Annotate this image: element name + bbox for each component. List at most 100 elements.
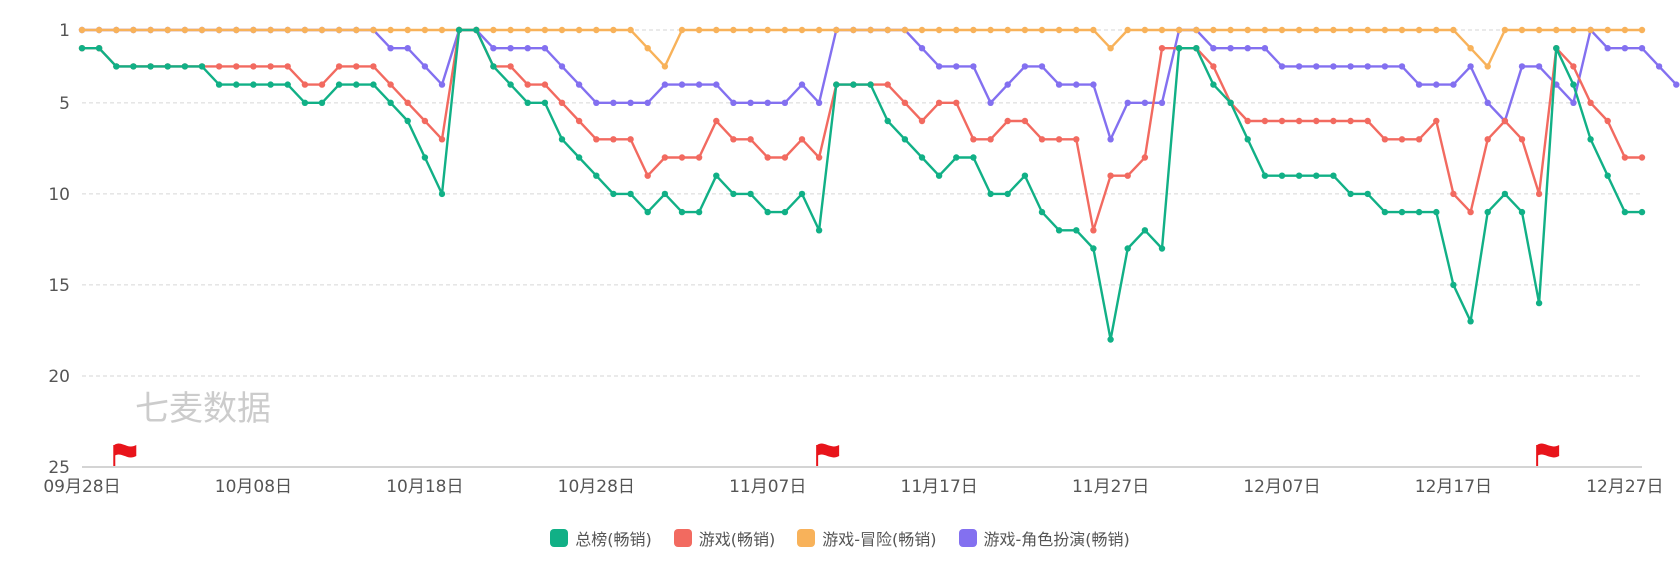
series-2 xyxy=(78,26,1646,70)
data-point xyxy=(335,81,343,88)
data-point xyxy=(593,172,600,179)
data-point xyxy=(815,99,823,107)
data-point xyxy=(918,154,926,161)
data-point xyxy=(1244,117,1251,125)
data-point xyxy=(1055,227,1063,234)
data-point xyxy=(1090,227,1097,234)
data-point xyxy=(987,26,994,34)
y-tick-label: 5 xyxy=(59,94,70,114)
data-point xyxy=(1398,208,1406,216)
data-point xyxy=(1073,136,1080,143)
legend-swatch xyxy=(673,529,692,547)
data-point xyxy=(1124,172,1131,179)
data-point xyxy=(1261,172,1269,179)
data-point xyxy=(1587,26,1594,34)
y-tick-label: 1 xyxy=(59,21,70,41)
data-point xyxy=(730,136,737,143)
legend-item[interactable]: 游戏(畅销) xyxy=(673,526,776,550)
data-point xyxy=(1038,208,1046,216)
legend-item[interactable]: 游戏-角色扮演(畅销) xyxy=(958,526,1130,550)
data-point xyxy=(747,136,754,143)
data-point xyxy=(147,63,154,70)
data-point xyxy=(953,154,960,161)
legend-label: 游戏(畅销) xyxy=(698,530,776,549)
data-point xyxy=(1587,99,1594,107)
data-point xyxy=(1467,318,1474,325)
data-point xyxy=(541,45,549,52)
data-point xyxy=(764,154,771,161)
data-point xyxy=(164,63,171,70)
y-tick-label: 20 xyxy=(48,367,70,387)
data-point xyxy=(867,26,874,34)
data-point xyxy=(95,45,103,52)
data-point xyxy=(1055,136,1063,143)
data-point xyxy=(1107,45,1114,52)
data-point xyxy=(438,81,446,88)
data-point xyxy=(730,99,737,107)
data-point xyxy=(678,208,686,216)
data-point xyxy=(1621,208,1629,216)
data-point xyxy=(1570,26,1577,34)
data-point xyxy=(815,154,823,161)
data-point xyxy=(301,26,309,34)
legend-item[interactable]: 游戏-冒险(畅销) xyxy=(797,526,937,550)
data-point xyxy=(1415,26,1423,34)
data-point xyxy=(1227,26,1234,34)
data-point xyxy=(1295,26,1303,34)
data-point xyxy=(284,63,291,70)
data-point xyxy=(1570,81,1577,88)
data-point xyxy=(490,45,497,52)
data-point xyxy=(1330,117,1337,125)
data-point xyxy=(404,45,411,52)
data-point xyxy=(1381,136,1389,143)
data-point xyxy=(970,26,977,34)
data-point xyxy=(1364,117,1371,125)
data-point xyxy=(490,26,497,34)
data-point xyxy=(353,26,360,34)
data-point xyxy=(833,26,840,34)
data-point xyxy=(781,208,789,216)
data-point xyxy=(661,154,669,161)
data-point xyxy=(1278,172,1286,179)
data-point xyxy=(1535,299,1543,307)
data-point xyxy=(1295,63,1303,70)
data-point xyxy=(370,81,377,88)
data-point xyxy=(610,99,617,107)
data-point xyxy=(1381,208,1389,216)
data-point xyxy=(1433,81,1440,88)
data-point xyxy=(524,99,531,107)
data-point xyxy=(935,172,943,179)
data-point xyxy=(301,81,309,88)
data-point xyxy=(1415,136,1423,143)
data-point xyxy=(198,63,206,70)
legend-item[interactable]: 总榜(畅销) xyxy=(550,526,652,550)
data-point xyxy=(507,26,514,34)
data-point xyxy=(387,26,394,34)
data-point xyxy=(1347,63,1354,70)
series-0 xyxy=(78,26,1646,343)
data-point xyxy=(678,26,686,34)
data-point xyxy=(558,26,566,34)
data-point xyxy=(215,63,223,70)
data-point xyxy=(421,117,429,125)
data-point xyxy=(1433,117,1440,125)
x-tick-label: 11月27日 xyxy=(1072,477,1149,497)
data-point xyxy=(1364,190,1371,198)
data-point xyxy=(884,81,891,88)
data-point xyxy=(781,26,789,34)
data-point xyxy=(1141,227,1149,234)
data-point xyxy=(318,81,326,88)
data-point xyxy=(1021,63,1029,70)
data-point xyxy=(387,99,394,107)
data-point xyxy=(1535,63,1543,70)
data-point xyxy=(1381,26,1389,34)
data-point xyxy=(901,26,909,34)
legend-swatch xyxy=(958,529,977,547)
data-point xyxy=(1124,245,1131,252)
data-point xyxy=(918,26,926,34)
data-point xyxy=(421,26,429,34)
data-point xyxy=(1484,99,1491,107)
data-point xyxy=(713,172,720,179)
data-point xyxy=(1398,136,1406,143)
